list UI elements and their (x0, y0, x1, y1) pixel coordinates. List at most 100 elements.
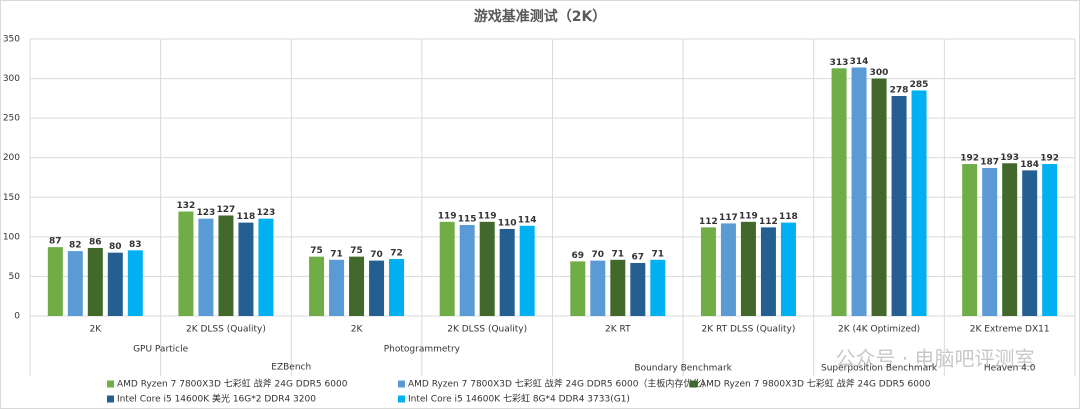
bar (760, 227, 776, 316)
x-tick-label: 2K (351, 325, 364, 335)
value-label: 123 (257, 208, 276, 218)
value-label: 184 (1020, 160, 1039, 170)
bar (258, 218, 274, 316)
bar (982, 168, 998, 316)
bar (459, 224, 475, 316)
bar (650, 259, 666, 316)
bar (218, 215, 234, 316)
bar (851, 67, 867, 317)
value-label: 75 (350, 246, 363, 256)
group-label: Photogrammetry (384, 345, 461, 355)
value-label: 71 (330, 249, 343, 259)
bar (1002, 163, 1018, 316)
value-label: 117 (719, 213, 738, 223)
value-label: 112 (759, 217, 778, 227)
bar (87, 247, 103, 316)
value-label: 118 (237, 212, 256, 222)
y-tick-label: 200 (3, 153, 20, 163)
group-label: Heaven 4.0 (984, 364, 1036, 374)
legend-swatch (690, 380, 697, 388)
value-label: 82 (69, 241, 82, 251)
x-tick-label: 2K RT DLSS (Quality) (702, 325, 796, 335)
value-label: 119 (478, 211, 497, 221)
value-label: 110 (498, 218, 517, 228)
value-label: 87 (49, 237, 62, 247)
value-label: 72 (390, 249, 403, 259)
group-label: EZBench (271, 363, 311, 373)
value-label: 71 (612, 249, 625, 259)
value-label: 71 (652, 249, 665, 259)
x-tick-label: 2K (89, 325, 102, 335)
watermark: 公众号 · 电脑吧评测室 (835, 347, 1034, 371)
value-label: 285 (910, 80, 929, 90)
value-label: 300 (870, 68, 889, 78)
value-label: 112 (699, 217, 718, 227)
bar (127, 250, 143, 316)
value-label: 119 (438, 211, 457, 221)
value-label: 193 (1000, 153, 1019, 163)
bar (570, 261, 586, 316)
value-label: 70 (592, 250, 605, 260)
group-label: Boundary Benchmark (634, 364, 732, 374)
legend-label: AMD Ryzen 7 7800X3D 七彩虹 战斧 24G DDR5 6000 (117, 378, 348, 390)
value-label: 132 (177, 201, 196, 211)
bar (630, 262, 646, 316)
value-label: 123 (197, 208, 216, 218)
bar (519, 225, 535, 316)
bar (389, 259, 405, 316)
y-tick-label: 250 (3, 114, 20, 124)
value-label: 69 (572, 251, 585, 261)
value-label: 86 (89, 237, 102, 247)
y-tick-label: 100 (3, 232, 20, 242)
value-label: 114 (518, 215, 537, 225)
legend-swatch (107, 395, 114, 403)
legend-label: AMD Ryzen 7 7800X3D 七彩虹 战斧 24G DDR5 6000… (408, 378, 710, 390)
bar (871, 78, 887, 316)
bar (329, 259, 345, 316)
value-label: 192 (960, 154, 979, 164)
legend-label: AMD Ryzen 7 9800X3D 七彩虹 战斧 24G DDR5 6000 (700, 378, 931, 390)
bar (780, 222, 796, 316)
chart-title: 游戏基准测试（2K） (474, 8, 607, 25)
bar (831, 68, 847, 316)
bar (238, 222, 254, 316)
x-tick-label: 2K RT (605, 325, 631, 335)
bar (198, 218, 214, 316)
x-tick-label: 2K (4K Optimized) (838, 325, 920, 335)
value-label: 313 (830, 58, 849, 68)
bar (740, 221, 756, 316)
bar (67, 251, 83, 316)
bar (47, 247, 63, 316)
bar (1022, 170, 1038, 316)
value-label: 115 (458, 214, 477, 224)
bar (590, 260, 606, 316)
y-tick-label: 50 (9, 272, 21, 282)
bar (479, 221, 495, 316)
value-label: 314 (850, 57, 869, 67)
value-label: 278 (890, 85, 909, 95)
x-tick-label: 2K Extreme DX11 (970, 325, 1050, 335)
legend-swatch (107, 380, 114, 388)
group-label: GPU Particle (133, 345, 189, 355)
value-label: 192 (1040, 154, 1059, 164)
bar (309, 256, 325, 316)
bar (1042, 164, 1058, 316)
bar (178, 211, 194, 316)
bar (610, 259, 626, 316)
y-tick-label: 150 (3, 193, 20, 203)
bar (369, 260, 385, 316)
legend-swatch (398, 380, 405, 388)
bar (891, 95, 907, 317)
bar (962, 164, 978, 316)
value-label: 70 (370, 250, 383, 260)
legend-swatch (398, 395, 405, 403)
x-tick-label: 2K DLSS (Quality) (186, 325, 266, 335)
legend-label: Intel Core i5 14600K 美光 16G*2 DDR4 3200 (117, 393, 316, 405)
x-tick-label: 2K DLSS (Quality) (447, 325, 527, 335)
legend-label: Intel Core i5 14600K 七彩虹 8G*4 DDR4 3733(… (408, 394, 630, 405)
value-label: 119 (739, 211, 758, 221)
value-label: 187 (980, 158, 999, 168)
bar (439, 221, 455, 316)
value-label: 80 (109, 242, 122, 252)
